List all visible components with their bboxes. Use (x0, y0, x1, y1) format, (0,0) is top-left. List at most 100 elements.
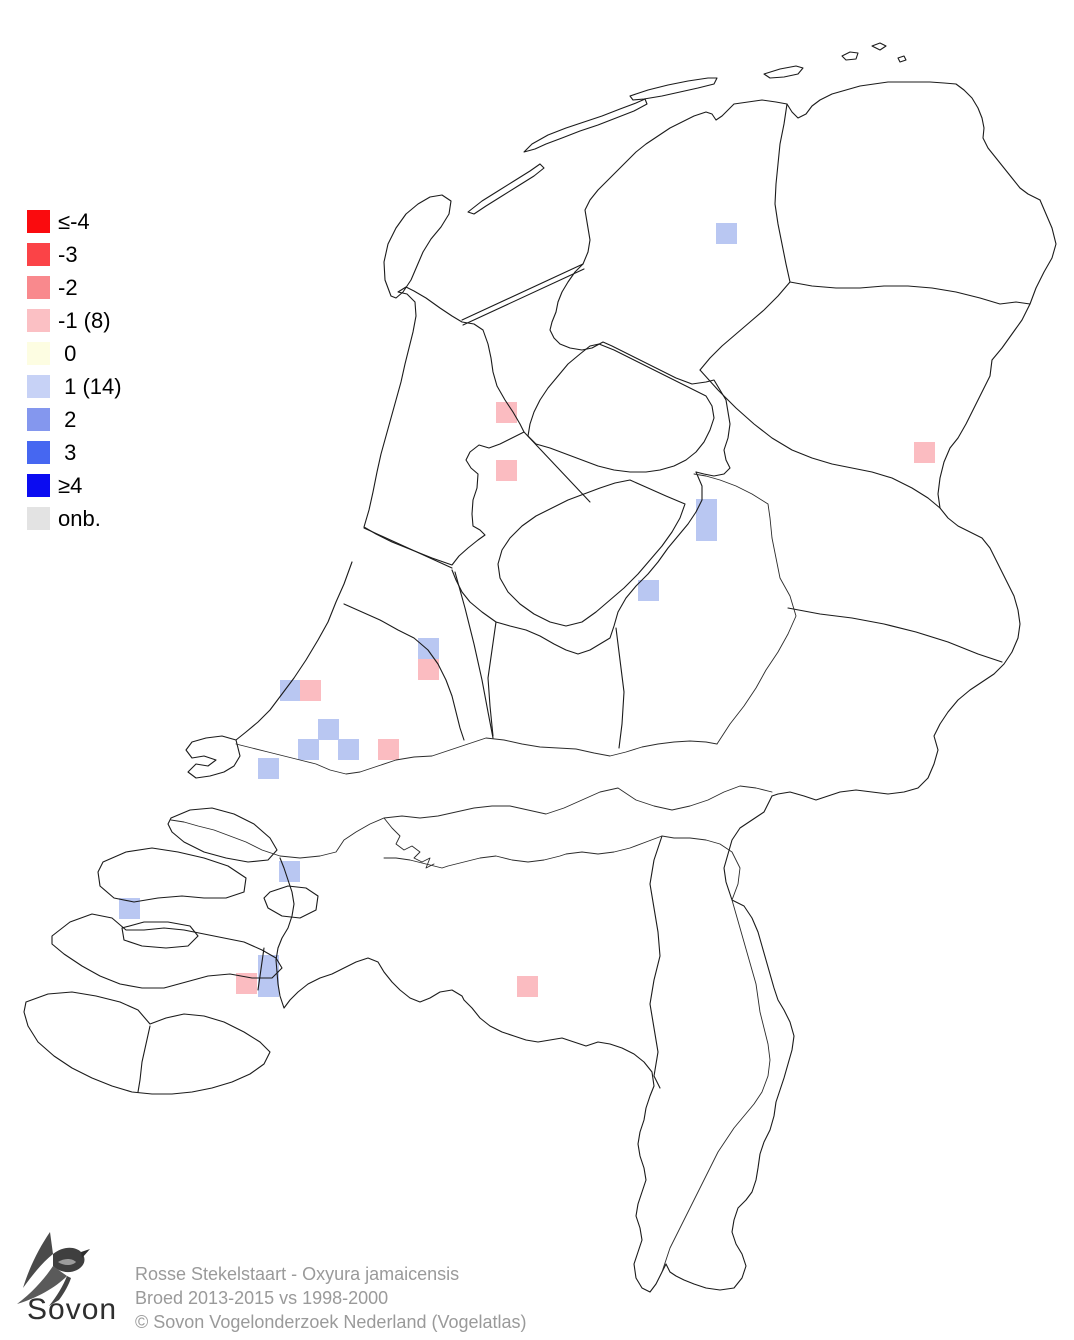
legend-label: -2 (58, 274, 78, 300)
legend-swatch (27, 408, 50, 431)
legend-item: ≤-4 (27, 205, 122, 238)
zeeuws-vlaanderen (23, 991, 271, 1095)
legend-swatch (27, 243, 50, 266)
atlas-square (496, 402, 517, 423)
atlas-square (258, 758, 279, 779)
border-overijssel-gelderland (787, 607, 1003, 663)
caption-period: Broed 2013-2015 vs 1998-2000 (135, 1288, 389, 1308)
legend-item: 1 (14) (27, 370, 122, 403)
island-goeree (167, 807, 278, 863)
border-nh-zh (343, 603, 465, 741)
map-caption: Rosse Stekelstaart - Oxyura jamaicensis … (135, 1262, 527, 1334)
islet-rottum-2 (871, 42, 887, 51)
atlas-square (318, 719, 339, 740)
island-walcheren-beveland (51, 913, 283, 989)
legend-label: ≥4 (58, 472, 83, 498)
legend-swatch (27, 441, 50, 464)
atlas-square (378, 739, 399, 760)
amsterdam-rijnkanaal (454, 571, 494, 739)
legend-item: 2 (27, 403, 122, 436)
legend-item: ≥4 (27, 469, 122, 502)
afsluitdijk (461, 263, 585, 326)
river-maas-mid (383, 835, 741, 901)
island-ameland (629, 77, 718, 101)
atlas-square (914, 442, 935, 463)
border-groningen-drenthe (789, 281, 1031, 305)
atlas-square (300, 680, 321, 701)
coast-ijsselmeer-east (549, 263, 731, 477)
legend-swatch (27, 276, 50, 299)
coast-zuid-holland (235, 561, 353, 741)
border-utrecht-east (615, 627, 625, 749)
river-maas-limburg (661, 899, 771, 1273)
kanaal-zuid-beveland (257, 947, 265, 991)
legend-swatch (27, 210, 50, 233)
noordzeekanaal (363, 527, 453, 569)
flevoland (497, 479, 686, 627)
map-rivers (170, 473, 797, 1273)
border-germany (771, 199, 1057, 801)
island-terschelling (523, 98, 648, 153)
legend-item: 0 (27, 337, 122, 370)
legend-item: -2 (27, 271, 122, 304)
border-friesland-groningen (774, 103, 791, 283)
legend: ≤-4 -3 -2 -1 (8) 0 1 (14) 2 3 ≥4 onb. (27, 205, 122, 535)
coast-noord-holland (363, 286, 525, 566)
maasvlakte (185, 735, 241, 779)
river-ijssel (693, 473, 797, 745)
legend-label: 0 (58, 340, 77, 366)
atlas-square (258, 976, 279, 997)
atlas-square (298, 739, 319, 760)
atlas-square (638, 580, 659, 601)
border-friesland-drenthe (699, 281, 791, 371)
river-lek-waterweg (235, 737, 718, 775)
biesbosch (383, 817, 435, 869)
island-schiermonnikoog (763, 65, 804, 79)
atlas-square (418, 638, 439, 659)
atlas-square (517, 976, 538, 997)
map-squares (119, 223, 935, 997)
map-outlines (23, 42, 1057, 1293)
legend-label: 2 (58, 406, 77, 432)
atlas-square (258, 955, 279, 976)
atlas-square (716, 223, 737, 244)
legend-swatch (27, 474, 50, 497)
legend-item: 3 (27, 436, 122, 469)
caption-species: Rosse Stekelstaart - Oxyura jamaicensis (135, 1264, 460, 1284)
atlas-square (119, 898, 140, 919)
swallow-icon (17, 1232, 90, 1306)
islet-rottum-3 (897, 55, 907, 63)
legend-label: -3 (58, 241, 78, 267)
river-waal (170, 785, 773, 859)
legend-item: -3 (27, 238, 122, 271)
coast-randmeren (451, 471, 703, 655)
legend-label: -1 (8) (58, 307, 111, 333)
island-noord-beveland (121, 921, 199, 949)
caption-copyright: © Sovon Vogelonderzoek Nederland (Vogela… (135, 1312, 527, 1332)
legend-label: 1 (14) (58, 373, 122, 399)
legend-label: onb. (58, 505, 101, 531)
atlas-square (338, 739, 359, 760)
island-tholen (263, 885, 319, 919)
sovon-logo (17, 1232, 90, 1306)
kanaal-gent-terneuzen (137, 1025, 151, 1093)
border-drenthe-overijssel (699, 369, 941, 509)
islet-rottum-1 (841, 51, 859, 61)
atlas-square (696, 499, 717, 520)
legend-swatch (27, 507, 50, 530)
border-south (275, 795, 795, 1293)
border-brabant-limburg (649, 835, 663, 1089)
legend-item: onb. (27, 502, 122, 535)
legend-label: 3 (58, 439, 77, 465)
atlas-square (418, 659, 439, 680)
houtribdijk (523, 431, 591, 503)
coast-north (582, 81, 1041, 265)
island-texel (383, 194, 452, 299)
atlas-square (279, 861, 300, 882)
atlas-square (496, 460, 517, 481)
border-utrecht-west (487, 621, 497, 737)
legend-item: -1 (8) (27, 304, 122, 337)
logo-wordmark: Sovon (27, 1293, 118, 1326)
atlas-square (696, 520, 717, 541)
